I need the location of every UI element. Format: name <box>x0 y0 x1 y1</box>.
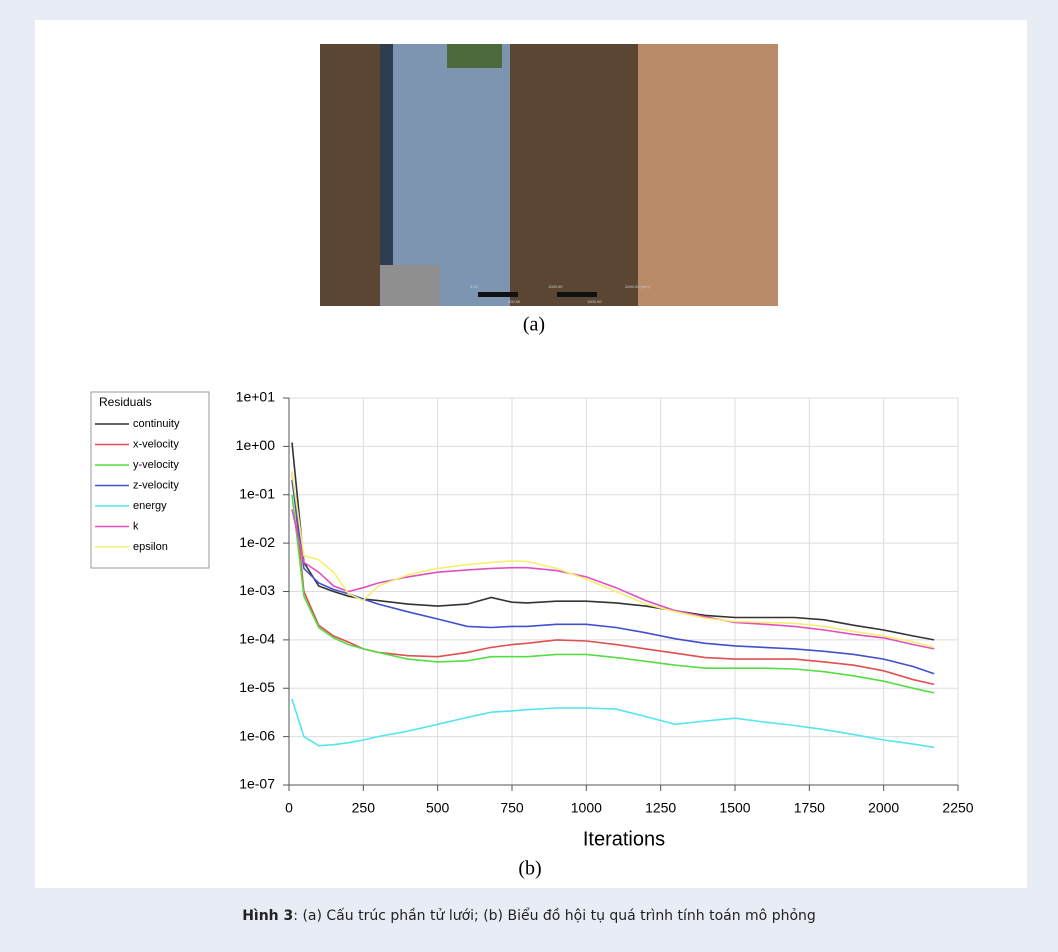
y-tick-label: 1e-07 <box>239 776 275 792</box>
panel-label: (b) <box>518 858 541 880</box>
legend-label: z-velocity <box>133 479 179 491</box>
x-tick-label: 0 <box>285 800 293 816</box>
scale-label: 1000.00 <box>548 284 563 289</box>
legend-label: k <box>133 520 139 532</box>
y-tick-label: 1e+01 <box>236 389 276 405</box>
x-tick-label: 500 <box>426 800 450 816</box>
x-tick-label: 1250 <box>645 800 676 816</box>
y-tick-label: 1e-04 <box>239 631 275 647</box>
legend-label: epsilon <box>133 541 168 553</box>
x-axis-title: Iterations <box>583 828 665 850</box>
scale-label: 2000.00 (mm) <box>625 284 651 289</box>
caption-label: Hình 3 <box>242 908 293 924</box>
figure: 0.00 1000.00 2000.00 (mm) 500.00 1500.00… <box>0 0 1058 900</box>
x-tick-label: 2000 <box>868 800 899 816</box>
y-tick-label: 1e-05 <box>239 679 275 695</box>
y-tick-label: 1e-03 <box>239 582 275 598</box>
y-tick-label: 1e-06 <box>239 727 275 743</box>
y-tick-label: 1e-01 <box>239 485 275 501</box>
series-line <box>292 472 934 648</box>
y-tick-label: 1e-02 <box>239 534 275 550</box>
y-tick-label: 1e+00 <box>236 437 276 453</box>
mesh-image: 0.00 1000.00 2000.00 (mm) 500.00 1500.00 <box>320 44 778 306</box>
scale-label: 0.00 <box>470 284 479 289</box>
panel-label: (a) <box>523 314 545 336</box>
scale-label: 500.00 <box>508 299 521 304</box>
legend-label: y-velocity <box>133 459 179 471</box>
legend-title: Residuals <box>99 395 152 409</box>
x-tick-label: 1750 <box>794 800 825 816</box>
scale-label: 1500.00 <box>587 299 602 304</box>
x-tick-label: 1000 <box>571 800 602 816</box>
caption-text: : (a) Cấu trúc phần tử lưới; (b) Biểu đồ… <box>293 908 816 924</box>
x-tick-label: 750 <box>500 800 524 816</box>
x-tick-label: 2250 <box>942 800 973 816</box>
series-line <box>292 443 934 640</box>
x-tick-label: 250 <box>352 800 376 816</box>
legend-label: continuity <box>133 418 180 430</box>
series-line <box>292 699 934 747</box>
caption: Hình 3: (a) Cấu trúc phần tử lưới; (b) B… <box>0 908 1058 924</box>
x-tick-label: 1500 <box>719 800 750 816</box>
legend-label: x-velocity <box>133 438 179 450</box>
legend-label: energy <box>133 500 167 512</box>
